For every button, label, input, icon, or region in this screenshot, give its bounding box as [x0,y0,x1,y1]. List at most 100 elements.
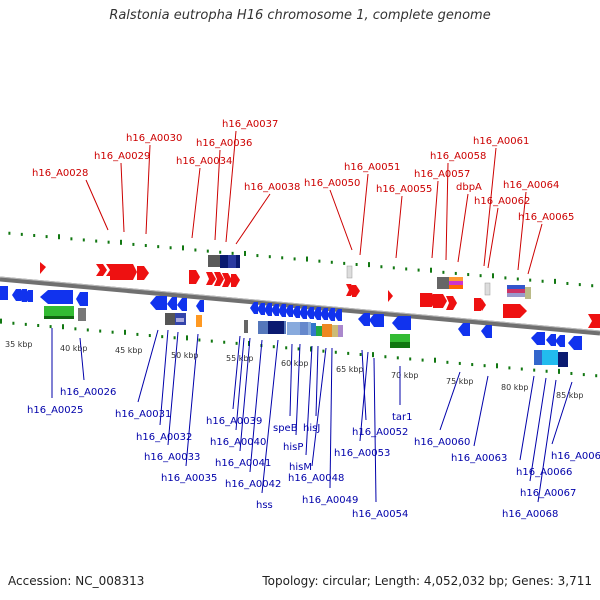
gene-arrow [214,272,224,286]
tick-mark [268,255,271,259]
gene-label[interactable]: h16_A0042 [225,479,281,490]
gene-label[interactable]: h16_A0053 [334,448,390,459]
scale-label: 80 kbp [501,383,529,392]
gene-arrow [388,290,393,302]
label-leader-line [311,347,327,467]
gene-label[interactable]: h16_A0068 [502,509,558,520]
scale-label: 85 kbp [556,391,584,400]
tick-mark [49,325,52,329]
tick-mark [545,369,548,373]
gene-label[interactable]: h16_A0030 [126,133,182,144]
gene-block [196,315,202,327]
gene-arrow [306,307,314,319]
gene-label[interactable]: h16_A0069 [551,451,600,462]
gene-label[interactable]: dbpA [456,182,482,193]
tick-mark [409,357,412,361]
gene-block [208,255,220,267]
tick-mark [558,368,560,374]
gene-arrow [546,334,556,346]
gene-label[interactable]: h16_A0067 [520,488,576,499]
tick-mark [12,321,15,325]
tick-mark [111,330,114,334]
tick-mark [520,367,523,371]
tick-mark [446,360,449,364]
tick-mark [231,251,234,255]
gene-label[interactable]: h16_A0040 [210,437,266,448]
gene-label[interactable]: h16_A0028 [32,168,88,179]
gene-label[interactable]: h16_A0058 [430,151,486,162]
gene-label[interactable]: h16_A0041 [215,458,271,469]
gene-label[interactable]: h16_A0062 [474,196,530,207]
gene-label[interactable]: h16_A0026 [60,387,116,398]
label-leader-line [167,331,179,446]
scale-label: 45 kbp [115,346,143,355]
gene-label[interactable]: h16_A0064 [503,180,559,191]
gene-label[interactable]: h16_A0036 [196,138,252,149]
label-leader-line [191,167,201,239]
gene-arrow [299,306,307,319]
gene-label[interactable]: h16_A0054 [352,509,408,520]
gene-label[interactable]: h16_A0055 [376,184,432,195]
gene-arrow [352,285,360,297]
accession-label: Accession: NC_008313 [8,574,145,588]
label-leader-line [359,173,369,256]
tick-mark [0,318,2,324]
tick-mark [161,335,164,339]
gene-arrow [110,264,137,280]
gene-label[interactable]: h16_A0031 [115,409,171,420]
gene-label[interactable]: h16_A0025 [27,405,83,416]
tick-mark [124,329,126,335]
gene-label[interactable]: h16_A0038 [244,182,300,193]
gene-arrow [446,296,457,310]
gene-label[interactable]: h16_A0037 [222,119,278,130]
gene-label[interactable]: hisP [283,442,303,453]
gene-label[interactable]: h16_A0066 [516,467,572,478]
tick-mark [20,232,23,236]
gene-arrow [150,296,167,310]
label-leader-line [239,337,251,452]
gene-arrow [257,303,265,315]
gene-label[interactable]: h16_A0057 [414,169,470,180]
label-leader-line [214,149,221,241]
gene-label[interactable]: h16_A0050 [304,178,360,189]
gene-label[interactable]: speB [273,423,298,434]
gene-label[interactable]: h16_A0049 [302,495,358,506]
gene-label[interactable]: tar1 [392,412,413,423]
gene-label[interactable]: h16_A0051 [344,162,400,173]
tick-mark [396,356,399,360]
tick-mark [566,281,569,285]
tick-mark [206,249,209,253]
gene-arrow [392,316,411,330]
tick-mark [70,237,73,241]
gene-arrow [196,300,204,312]
gene-label[interactable]: h16_A0063 [451,453,507,464]
gene-label[interactable]: hss [256,500,273,511]
gene-label[interactable]: h16_A0065 [518,212,574,223]
tick-mark [570,371,573,375]
gene-label[interactable]: h16_A0060 [414,437,470,448]
gene-label[interactable]: h16_A0039 [206,416,262,427]
gene-label[interactable]: hisM [289,462,312,473]
tick-mark [516,277,519,281]
label-leader-line [517,191,527,271]
tick-mark [210,339,213,343]
gene-label[interactable]: h16_A0029 [94,151,150,162]
gene-label[interactable]: h16_A0052 [352,427,408,438]
gene-arrow [18,289,27,302]
gene-label[interactable]: h16_A0048 [288,473,344,484]
gene-label[interactable]: h16_A0035 [161,473,217,484]
gene-label[interactable]: hisJ [303,423,320,434]
label-leader-line [85,179,109,231]
gene-label[interactable]: h16_A0034 [176,156,232,167]
gene-label[interactable]: h16_A0061 [473,136,529,147]
scale-label: 65 kbp [336,365,364,374]
scale-label: 60 kbp [281,359,309,368]
gene-block [558,352,568,367]
gene-arrow [458,323,470,336]
gene-label[interactable]: h16_A0032 [136,432,192,443]
tick-mark [322,349,325,353]
gene-label[interactable]: h16_A0033 [144,452,200,463]
tick-mark [244,250,246,256]
gene-arrow [588,314,600,328]
